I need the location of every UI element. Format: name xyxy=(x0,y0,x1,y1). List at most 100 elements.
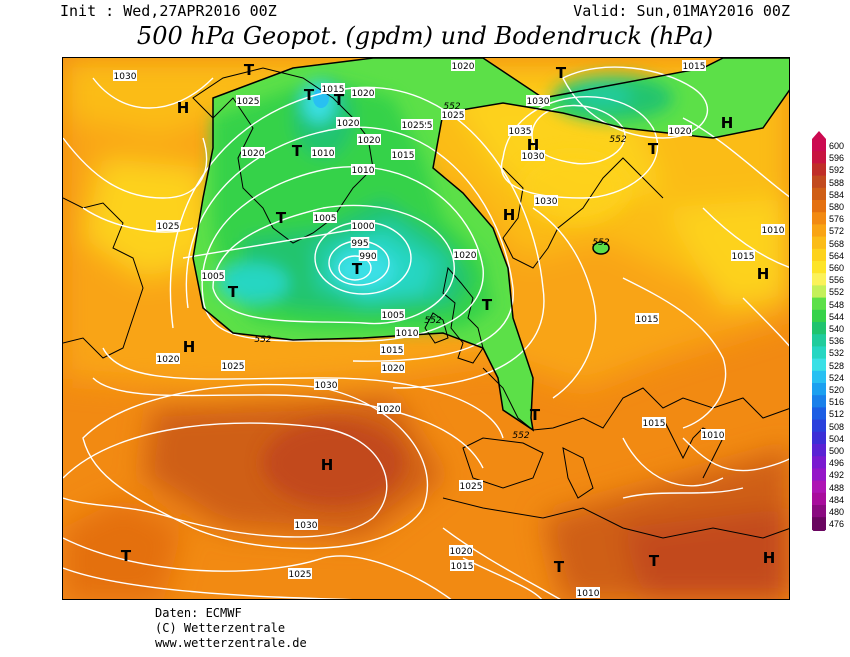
height-label-552: 552 xyxy=(424,316,441,326)
isobar-label-bg xyxy=(336,117,360,128)
legend-level-label: 556 xyxy=(829,275,845,286)
isobar-label-bg xyxy=(357,134,381,145)
high-pressure-center: H xyxy=(321,456,334,474)
height-labels: 552 552 552 552 552 552 xyxy=(254,102,626,441)
isobar-label: 1030 xyxy=(114,72,137,82)
isobar-label-bg xyxy=(294,519,318,530)
isobar-label-bg xyxy=(288,568,312,579)
high-pressure-center: H xyxy=(503,206,516,224)
legend-color-swatch xyxy=(812,151,826,164)
high-pressure-center: H xyxy=(721,114,734,132)
isobar-label: 1015 xyxy=(732,252,755,262)
legend-color-swatch xyxy=(812,200,826,213)
isobar-label: 1000 xyxy=(352,222,375,232)
map-canvas: 1030 1015 1020 1025 1030 1015 1025 1020 1020 1025… xyxy=(63,58,789,599)
isobar-label-bg xyxy=(450,560,474,571)
legend-color-swatch xyxy=(812,456,826,469)
legend-level-label: 492 xyxy=(829,470,845,481)
legend-level-label: 540 xyxy=(829,324,845,334)
legend-color-swatch xyxy=(812,492,826,506)
high-pressure-center: H xyxy=(527,136,540,154)
legend-level-label: 500 xyxy=(829,446,845,456)
isobar-label-bg xyxy=(113,70,137,81)
low-pressure-center: T xyxy=(530,406,541,424)
high-pressure-center: H xyxy=(183,338,196,356)
isobar-label: 1025 xyxy=(402,121,425,131)
isobar-label-bg xyxy=(311,147,335,158)
legend-color-swatch xyxy=(812,297,826,311)
isobar-label-bg xyxy=(350,237,370,248)
isobar-label: 1025 xyxy=(460,482,483,492)
legend-arrow-bottom xyxy=(812,529,826,531)
isobar-label-bg xyxy=(534,195,558,206)
isobar-label: 1020 xyxy=(352,89,375,99)
height-label-552: 552 xyxy=(443,102,460,112)
legend-color-swatch xyxy=(812,261,826,274)
isobar-label-bg xyxy=(451,60,475,71)
legend-level-label: 480 xyxy=(829,507,845,517)
isobar-label: 1025 xyxy=(222,362,245,372)
low-pressure-center: T xyxy=(244,61,255,79)
legend-color-swatch xyxy=(812,505,826,518)
isobar-label: 1020 xyxy=(337,119,360,129)
isobar-label-bg xyxy=(321,83,345,94)
isobar-label-bg xyxy=(358,250,378,261)
low-pressure-center: T xyxy=(649,552,660,570)
legend-color-swatch xyxy=(812,236,826,250)
legend-level-label: 576 xyxy=(829,214,845,225)
credits-website: www.wetterzentrale.de xyxy=(155,636,307,650)
legend-level-label: 532 xyxy=(829,348,845,359)
isobar-label-bg xyxy=(156,353,180,364)
isobar-label-bg xyxy=(156,220,180,231)
isobar-label: 1020 xyxy=(452,62,475,72)
map-title: 500 hPa Geopot. (gpdm) und Bodendruck (h… xyxy=(136,22,714,50)
isobar-label-bg xyxy=(576,587,600,598)
legend-color-swatch xyxy=(812,224,826,238)
legend-color-swatch xyxy=(812,431,826,445)
low-pressure-center: T xyxy=(304,86,315,104)
isobar-label: 1015 xyxy=(683,62,706,72)
isobar-label: 1025 xyxy=(442,111,465,121)
low-pressure-center: T xyxy=(228,283,239,301)
isobar-label-bg xyxy=(508,125,532,136)
low-pressure-center: T xyxy=(556,64,567,82)
isobar-label-bg xyxy=(668,125,692,136)
legend-level-label: 564 xyxy=(829,250,845,261)
isobar-label-bg xyxy=(391,149,415,160)
legend-level-label: 548 xyxy=(829,299,845,310)
legend-color-swatch xyxy=(812,395,826,408)
high-pressure-center: H xyxy=(757,265,770,283)
isobar-label-bg xyxy=(731,250,755,261)
legend-color-swatch xyxy=(812,383,826,396)
legend-arrow-top xyxy=(812,131,826,139)
legend-color-swatch xyxy=(812,370,826,384)
legend-color-swatch xyxy=(812,273,826,286)
isobar-label: 1015 xyxy=(392,151,415,161)
low-pressure-center: T xyxy=(334,91,345,109)
legend-color-swatch xyxy=(812,517,826,530)
credits-copyright: (C) Wetterzentrale xyxy=(155,621,286,635)
low-pressure-center: T xyxy=(292,142,303,160)
legend-color-swatch xyxy=(812,346,826,360)
legend-color-swatch xyxy=(812,407,826,421)
legend-level-label: 560 xyxy=(829,263,845,273)
legend-color-swatch xyxy=(812,309,826,323)
legend-color-swatch xyxy=(812,187,826,201)
isobar-label: 1010 xyxy=(396,329,419,339)
legend-color-swatch xyxy=(812,480,826,494)
isobar-label: 1025 xyxy=(157,222,180,232)
legend-level-label: 512 xyxy=(829,409,845,420)
isobar-label-bg xyxy=(377,403,401,414)
isobar-label-bg xyxy=(449,545,473,556)
isobar-label: 1020 xyxy=(382,364,405,374)
isobar-label-bg xyxy=(401,119,425,130)
legend-level-label: 580 xyxy=(829,202,845,212)
isobar-label: 1030 xyxy=(522,152,545,162)
isobar-label-bg xyxy=(635,313,659,324)
height-label-552: 552 xyxy=(254,335,271,345)
isobar-label: 1030 xyxy=(535,197,558,207)
high-pressure-center: H xyxy=(177,99,190,117)
isobar-label: 1025 xyxy=(237,97,260,107)
height-label-552: 552 xyxy=(592,238,609,248)
isobar-label: 1010 xyxy=(577,589,600,599)
